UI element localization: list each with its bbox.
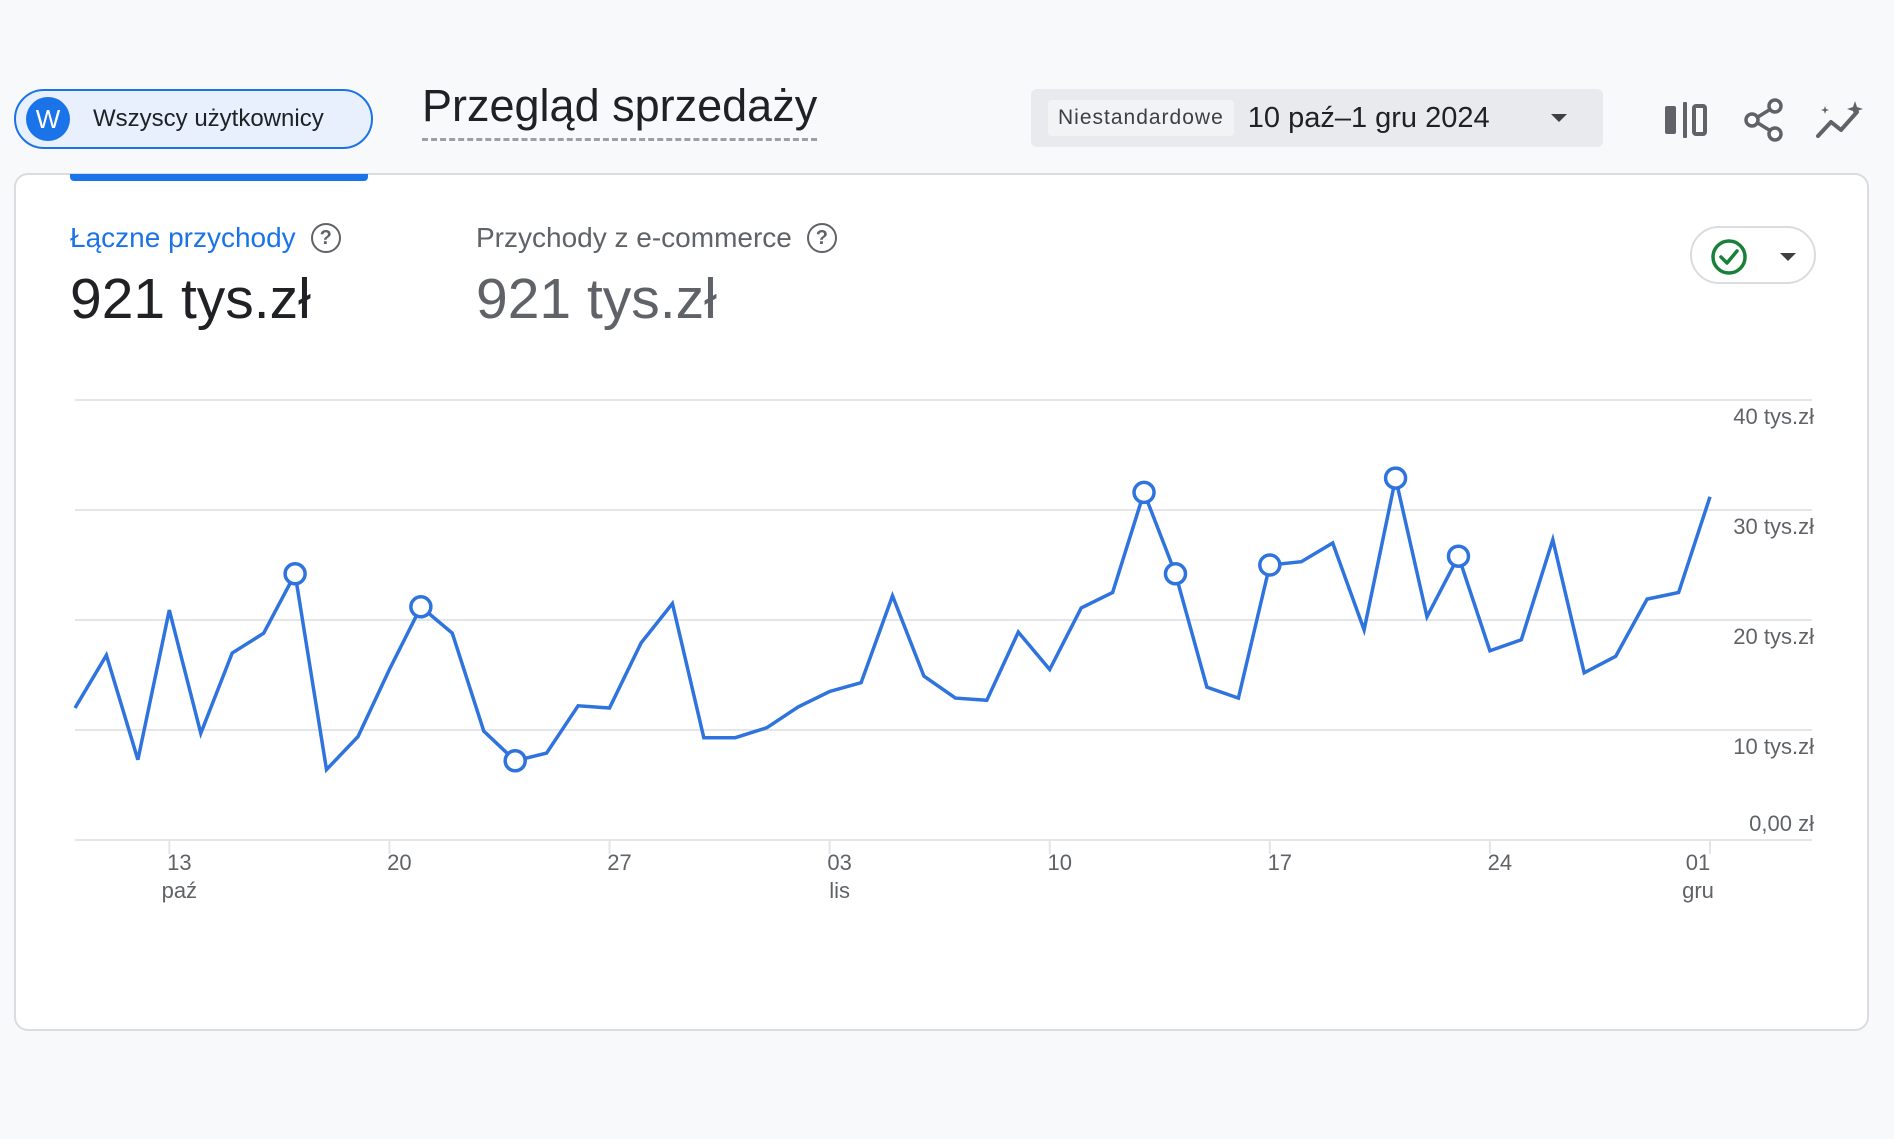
- y-tick-label: 20 tys.zł: [1733, 624, 1814, 649]
- metric-value: 921 tys.zł: [70, 267, 311, 331]
- segment-avatar: W: [26, 97, 70, 141]
- segment-label: Wszyscy użytkownicy: [93, 105, 324, 132]
- check-circle-icon: [1711, 239, 1747, 275]
- metric-label-text: Przychody z e-commerce: [476, 222, 792, 253]
- chart-grid: [75, 399, 1812, 841]
- chart-card: [14, 173, 1869, 1031]
- anomaly-marker[interactable]: [283, 562, 307, 586]
- help-icon[interactable]: ?: [806, 223, 837, 253]
- x-tick-label: 10: [1047, 850, 1071, 875]
- anomaly-marker[interactable]: [1163, 562, 1188, 586]
- x-axis-labels: 13 paź 20 27 03 lis 10 17 24 01 gru: [162, 840, 1714, 903]
- metric-total-revenue[interactable]: Łączne przychody ? 921 tys.zł: [70, 222, 341, 332]
- anomaly-marker[interactable]: [1258, 553, 1282, 577]
- metric-label-text: Łączne przychody: [70, 222, 296, 253]
- page-title[interactable]: Przegląd sprzedaży: [422, 80, 818, 141]
- compare-icon[interactable]: [1661, 95, 1711, 145]
- x-tick-label: 20: [387, 850, 411, 875]
- x-tick-month-label: lis: [829, 878, 850, 903]
- chart-series: [73, 477, 1712, 774]
- x-tick-label: 03: [827, 850, 851, 875]
- metric-label: Łączne przychody ?: [70, 222, 341, 254]
- anomaly-marker[interactable]: [409, 595, 433, 619]
- segment-chip[interactable]: W Wszyscy użytkownicy: [14, 89, 373, 149]
- y-tick-label: 10 tys.zł: [1733, 734, 1814, 759]
- insights-icon[interactable]: [1815, 95, 1865, 145]
- date-range-picker[interactable]: Niestandardowe 10 paź–1 gru 2024: [1031, 89, 1603, 147]
- x-tick-month-label: paź: [162, 878, 197, 903]
- anomaly-marker[interactable]: [1446, 544, 1471, 568]
- x-tick-label: 01: [1686, 850, 1710, 875]
- x-tick-label: 13: [167, 850, 191, 875]
- y-axis-labels: 40 tys.zł 30 tys.zł 20 tys.zł 10 tys.zł 0,00…: [1733, 404, 1814, 836]
- data-quality-dropdown[interactable]: [1690, 226, 1816, 284]
- x-tick-month-label: gru: [1682, 878, 1714, 903]
- y-tick-label: 0,00 zł: [1749, 811, 1814, 836]
- share-icon[interactable]: [1739, 95, 1789, 145]
- date-preset-chip: Niestandardowe: [1048, 100, 1234, 136]
- date-range-text: 10 paź–1 gru 2024: [1247, 101, 1490, 134]
- x-tick-label: 24: [1488, 850, 1512, 875]
- help-icon[interactable]: ?: [310, 223, 341, 253]
- x-tick-label: 17: [1268, 850, 1292, 875]
- y-tick-label: 40 tys.zł: [1733, 404, 1814, 429]
- anomaly-marker[interactable]: [1132, 480, 1156, 505]
- chevron-down-icon: [1780, 253, 1796, 261]
- chevron-down-icon: [1551, 114, 1567, 122]
- y-tick-label: 30 tys.zł: [1733, 514, 1814, 539]
- x-tick-label: 27: [607, 850, 631, 875]
- revenue-line: [73, 477, 1712, 774]
- metric-ecommerce-revenue[interactable]: Przychody z e-commerce ? 921 tys.zł: [476, 222, 837, 332]
- metric-label: Przychody z e-commerce ?: [476, 222, 837, 254]
- metric-value: 921 tys.zł: [476, 267, 717, 331]
- anomaly-marker[interactable]: [1383, 466, 1408, 490]
- anomaly-markers: [283, 466, 1471, 773]
- anomaly-marker[interactable]: [503, 749, 527, 773]
- active-tab-indicator: [70, 174, 368, 181]
